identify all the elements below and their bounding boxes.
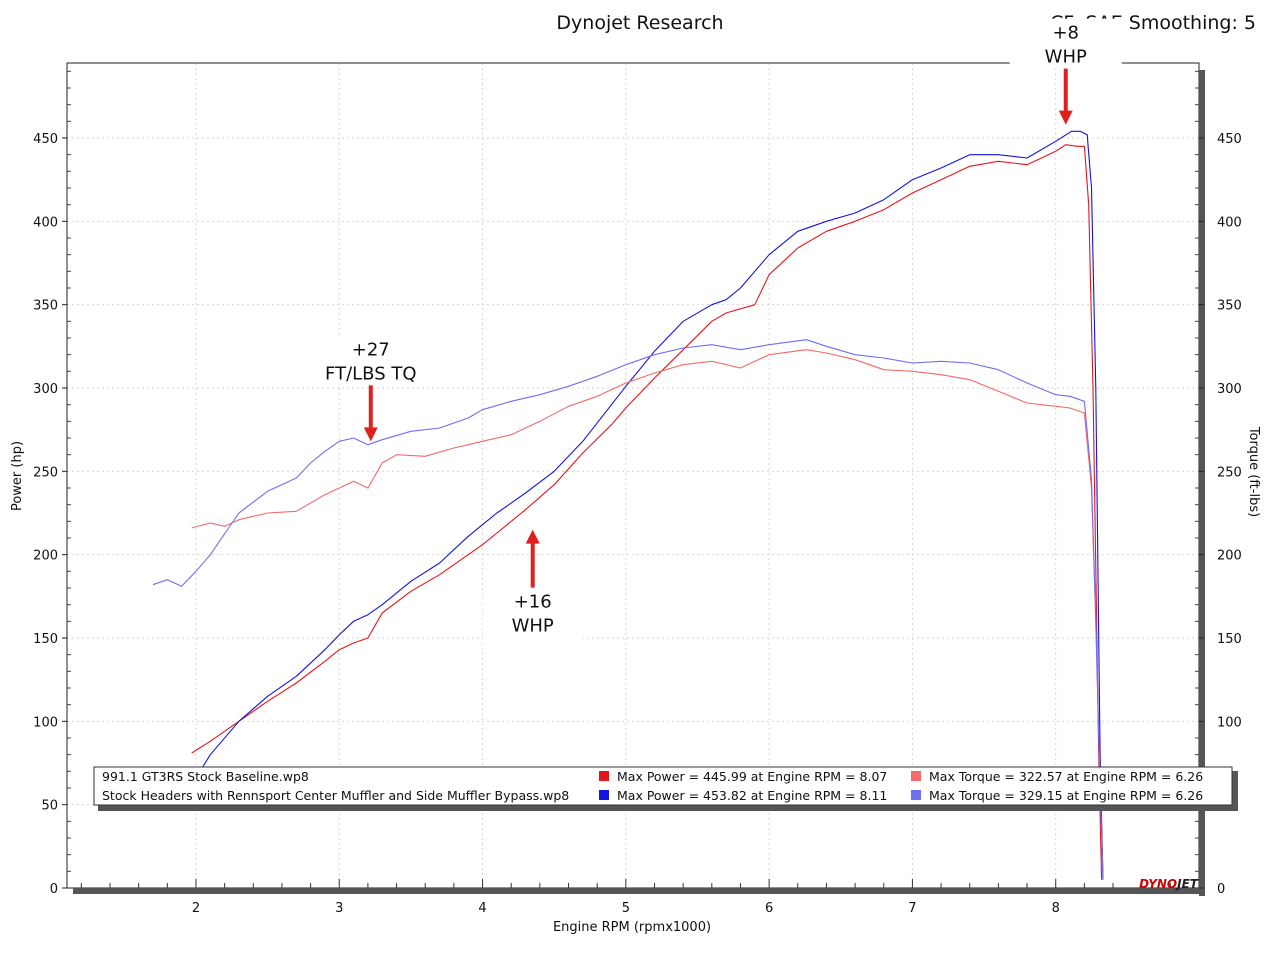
annotation-arrow-head: [363, 427, 378, 442]
annotation-arrow-head: [1058, 110, 1073, 125]
y-tick-label: 50: [41, 799, 58, 814]
legend-run-2: Stock Headers with Rennsport Center Muff…: [102, 788, 569, 803]
x-tick-label: 3: [335, 901, 343, 916]
legend: 991.1 GT3RS Stock Baseline.wp8 Stock Hea…: [93, 766, 1238, 811]
y2-tick-label: 250: [1217, 465, 1242, 480]
annotation-backdrop: [314, 335, 427, 384]
series-line-torque-baseline: [191, 349, 1104, 880]
annotation-2: +16 WHP: [482, 529, 583, 650]
chart-title: Dynojet Research: [556, 12, 723, 34]
annotation-text: +8: [1052, 23, 1079, 44]
legend-swatch-power-2: [599, 790, 609, 800]
y-tick-label: 450: [33, 132, 58, 147]
series-line-torque-modified: [152, 339, 1104, 880]
annotation-text: +27: [352, 339, 390, 360]
legend-max-torque-1: Max Torque = 322.57 at Engine RPM = 6.26: [929, 769, 1203, 784]
annotation-text: WHP: [1045, 47, 1087, 68]
x-tick-label: 2: [192, 901, 200, 916]
annotation-text: WHP: [512, 616, 554, 637]
x-tick-label: 7: [908, 901, 916, 916]
y2-tick-label: 350: [1217, 299, 1242, 314]
legend-max-power-2: Max Power = 453.82 at Engine RPM = 8.11: [617, 788, 887, 803]
y-tick-label: 0: [50, 882, 58, 897]
series-group: [152, 130, 1104, 880]
y-tick-label: 150: [33, 632, 58, 647]
annotation-1: +27 FT/LBS TQ: [314, 335, 427, 442]
y2-tick-label: 200: [1217, 549, 1242, 564]
legend-swatch-torque-2: [911, 790, 921, 800]
y-tick-label: 350: [33, 299, 58, 314]
legend-swatch-power-1: [599, 771, 609, 781]
y2-tick-label: 300: [1217, 382, 1242, 397]
legend-swatch-torque-1: [911, 771, 921, 781]
axes: 0050501001001501502002002502503003003503…: [33, 62, 1242, 916]
logo-part-a: DYNO: [1139, 877, 1177, 891]
y-tick-label: 100: [33, 715, 58, 730]
frame-shadow-right: [1199, 70, 1205, 896]
x-tick-label: 4: [478, 901, 486, 916]
y2-tick-label: 0: [1217, 882, 1225, 897]
y-tick-label: 300: [33, 382, 58, 397]
y-axis-label: Power (hp): [10, 441, 25, 511]
legend-run-1: 991.1 GT3RS Stock Baseline.wp8: [102, 769, 309, 784]
annotation-backdrop: [1009, 18, 1122, 67]
series-line-power-modified: [191, 130, 1104, 880]
legend-max-torque-2: Max Torque = 329.15 at Engine RPM = 6.26: [929, 788, 1203, 803]
x-axis-label: Engine RPM (rpmx1000): [553, 920, 711, 935]
annotation-arrow-head: [525, 529, 540, 544]
y-tick-label: 250: [33, 465, 58, 480]
y2-tick-label: 400: [1217, 215, 1242, 230]
series-line-power-baseline: [191, 144, 1103, 880]
logo-part-b: JET: [1175, 877, 1199, 891]
y2-axis-label: Torque (ft-lbs): [1246, 426, 1261, 517]
y2-tick-label: 150: [1217, 632, 1242, 647]
legend-max-power-1: Max Power = 445.99 at Engine RPM = 8.07: [617, 769, 887, 784]
x-tick-label: 6: [765, 901, 773, 916]
frame-shadow-bottom: [73, 888, 1205, 894]
annotation-text: FT/LBS TQ: [325, 363, 416, 384]
annotation-backdrop: [482, 589, 583, 650]
x-tick-label: 8: [1052, 901, 1060, 916]
legend-box: [93, 766, 1233, 806]
y-tick-label: 400: [33, 215, 58, 230]
x-tick-label: 5: [622, 901, 630, 916]
dynojet-logo: DYNOJET: [1139, 877, 1199, 891]
annotation-text: +16: [514, 592, 552, 613]
y-tick-label: 200: [33, 549, 58, 564]
y2-tick-label: 450: [1217, 132, 1242, 147]
annotations: +27 FT/LBS TQ +16 WHP +8 WHP: [314, 18, 1122, 650]
y2-tick-label: 100: [1217, 715, 1242, 730]
annotation-3: +8 WHP: [1009, 18, 1122, 125]
